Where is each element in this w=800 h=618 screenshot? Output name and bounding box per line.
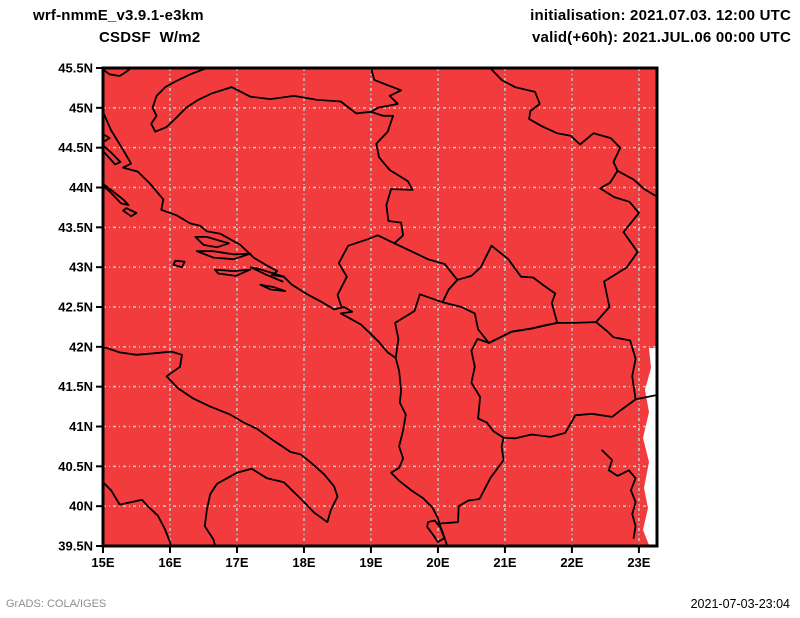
border-serbia-romania-danube [489, 68, 622, 172]
lat-tick-label: 43N [69, 260, 93, 275]
border-croatia-serbia-danube [370, 68, 403, 113]
border-greece-bulgaria [634, 394, 657, 401]
lon-tick-label: 23E [627, 555, 650, 570]
lat-tick-label: 45N [69, 100, 93, 115]
map-field [103, 68, 657, 546]
lat-tick-label: 40N [69, 499, 93, 514]
border-island-hvar [195, 250, 252, 261]
init-timestamp: initialisation: 2021.07.03. 12:00 UTC [530, 7, 791, 24]
border-island-vis [172, 259, 186, 269]
border-island-brac [194, 235, 230, 249]
border-italy-tyrrhenian-coast [103, 481, 172, 546]
border-serbia-bulgaria [595, 169, 640, 324]
lat-tick-label: 41.5N [58, 379, 93, 394]
border-slovenia-croatia [103, 68, 133, 77]
border-island-corfu [426, 519, 446, 543]
border-island-korcula [213, 268, 252, 277]
grads-credit: GrADS: COLA/IGES [6, 598, 107, 610]
border-island-dugi-otok [103, 182, 130, 206]
variable-title: CSDSF W/m2 [99, 29, 201, 46]
lon-tick-label: 15E [91, 555, 114, 570]
lat-tick-label: 40.5N [58, 459, 93, 474]
border-island-kornati [122, 207, 138, 218]
lon-tick-label: 17E [225, 555, 248, 570]
lat-tick-label: 45.5N [58, 61, 93, 76]
lat-tick-label: 39.5N [58, 539, 93, 554]
border-island-pag [103, 144, 122, 166]
border-albania-greece [436, 436, 505, 525]
model-title: wrf-nmmE_v3.9.1-e3km [33, 7, 204, 24]
lat-tick-label: 43.5N [58, 220, 93, 235]
lat-tick-label: 41N [69, 419, 93, 434]
lon-tick-label: 20E [426, 555, 449, 570]
border-peljesac-peninsula [249, 266, 285, 283]
border-italy-adriatic-coast [103, 345, 339, 546]
border-bosnia-west-una-sava-drina [150, 68, 414, 245]
lon-tick-label: 21E [493, 555, 516, 570]
valid-timestamp: valid(+60h): 2021.JUL.06 00:00 UTC [532, 29, 791, 46]
lat-tick-label: 42N [69, 339, 93, 354]
lon-tick-label: 16E [158, 555, 181, 570]
lat-tick-label: 44N [69, 180, 93, 195]
lat-tick-label: 44.5N [58, 140, 93, 155]
lon-tick-label: 19E [359, 555, 382, 570]
lat-tick-label: 42.5N [58, 300, 93, 315]
border-greece-thermaic-coast [601, 449, 637, 539]
border-romania-bulgaria-danube [616, 169, 657, 198]
render-timestamp: 2021-07-03-23:04 [690, 597, 790, 611]
border-montenegro-serbia [393, 242, 459, 281]
border-adriatic-coast [103, 110, 448, 546]
border-island-mljet [259, 283, 287, 293]
border-montenegro-bosnia [336, 234, 396, 308]
border-north-macedonia [470, 321, 637, 440]
lon-tick-label: 18E [292, 555, 315, 570]
border-montenegro-albania [394, 293, 444, 359]
lon-tick-label: 22E [560, 555, 583, 570]
